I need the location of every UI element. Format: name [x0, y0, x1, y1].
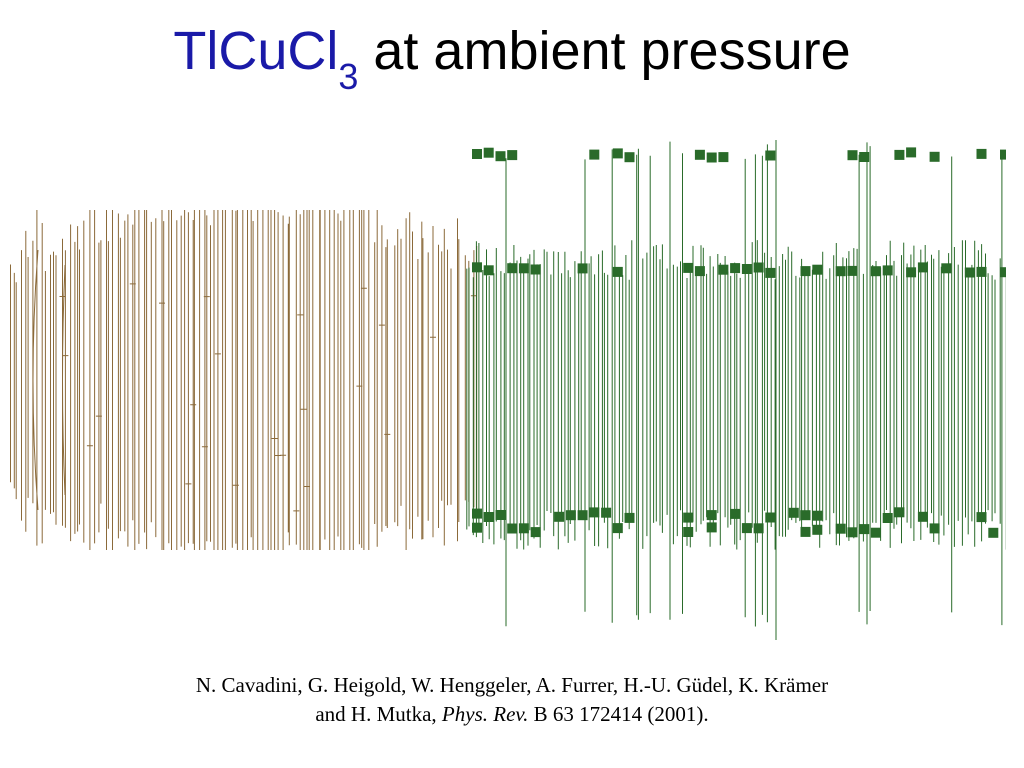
graph-block [695, 150, 705, 160]
graph-block [484, 512, 494, 522]
graph-block [765, 268, 775, 278]
graph-block [836, 266, 846, 276]
compound-text: TlCuCl [173, 21, 338, 81]
graph-block [836, 524, 846, 534]
graph-block [977, 149, 987, 159]
graph-block [507, 263, 517, 273]
graph-block [578, 510, 588, 520]
graph-block [613, 148, 623, 158]
graph-block [472, 523, 482, 533]
graph-block [941, 263, 951, 273]
citation: N. Cavadini, G. Heigold, W. Henggeler, A… [0, 671, 1024, 728]
formula-svg [10, 210, 480, 550]
graph-block [718, 152, 728, 162]
graph-block [918, 262, 928, 272]
graph-block [930, 152, 940, 162]
graph-block [812, 265, 822, 275]
graph-block [718, 265, 728, 275]
compound-name: TlCuCl3 [173, 21, 358, 81]
graph-block [754, 523, 764, 533]
graph-block [977, 267, 987, 277]
graph-block [765, 151, 775, 161]
graph-block [848, 150, 858, 160]
graph-block [754, 263, 764, 273]
graph-block [789, 508, 799, 518]
graph-block [848, 527, 858, 537]
graph-block [883, 513, 893, 523]
citation-line1: N. Cavadini, G. Heigold, W. Henggeler, A… [0, 671, 1024, 699]
citation-journal: Phys. Rev. [442, 702, 528, 726]
slide-title: TlCuCl3 at ambient pressure [0, 20, 1024, 90]
graph-block [930, 523, 940, 533]
graph-block [906, 267, 916, 277]
graph-block [977, 512, 987, 522]
graph-block [801, 510, 811, 520]
graph-svg [466, 130, 1006, 650]
citation-line2-pre: and H. Mutka, [315, 702, 442, 726]
graph-block [812, 511, 822, 521]
graph-block [707, 522, 717, 532]
graph-block [1000, 267, 1006, 277]
graph-block [988, 528, 998, 538]
graph-block [918, 512, 928, 522]
graph-block [578, 263, 588, 273]
graph-block [894, 507, 904, 517]
graph-block [507, 150, 517, 160]
graph-block [848, 266, 858, 276]
graph-block [871, 266, 881, 276]
graph-block [683, 513, 693, 523]
graph-block [566, 510, 576, 520]
title-rest: at ambient pressure [358, 21, 850, 81]
graph-block [625, 513, 635, 523]
citation-line2-post: B 63 172414 (2001). [528, 702, 708, 726]
graph-block [496, 510, 506, 520]
compound-subscript: 3 [338, 56, 358, 97]
graph-block [683, 527, 693, 537]
graph-block [906, 147, 916, 157]
graph-block [519, 523, 529, 533]
graph-block [695, 266, 705, 276]
graph-block [859, 152, 869, 162]
graph-block [589, 150, 599, 160]
graph-block [812, 525, 822, 535]
graph-block [707, 153, 717, 163]
graph-block [1000, 150, 1006, 160]
graph-block [484, 148, 494, 158]
graph-block [730, 509, 740, 519]
graph-block [894, 150, 904, 160]
graph-block [484, 265, 494, 275]
graph-block [496, 151, 506, 161]
graph-block [507, 524, 517, 534]
graph-block [871, 528, 881, 538]
graph-block [519, 263, 529, 273]
graph-block [531, 265, 541, 275]
graph-block [531, 527, 541, 537]
graph-block [765, 513, 775, 523]
graph-block [472, 262, 482, 272]
graph-block [801, 527, 811, 537]
graph-block [554, 512, 564, 522]
formula-strokes-path [11, 210, 481, 550]
graph-block [589, 507, 599, 517]
graph-block [859, 524, 869, 534]
citation-line2: and H. Mutka, Phys. Rev. B 63 172414 (20… [0, 700, 1024, 728]
graph-block [801, 266, 811, 276]
graph-block [472, 149, 482, 159]
graph-block [613, 267, 623, 277]
graph-block [730, 263, 740, 273]
graph-block [472, 509, 482, 519]
graph-block [742, 264, 752, 274]
graph-block [965, 268, 975, 278]
graph-block [707, 510, 717, 520]
graph-block [883, 265, 893, 275]
graph-block [683, 263, 693, 273]
graph-block [625, 152, 635, 162]
graph-block [613, 523, 623, 533]
graph-block [742, 523, 752, 533]
graph-strokes-path [467, 142, 1006, 627]
graph-block [601, 508, 611, 518]
